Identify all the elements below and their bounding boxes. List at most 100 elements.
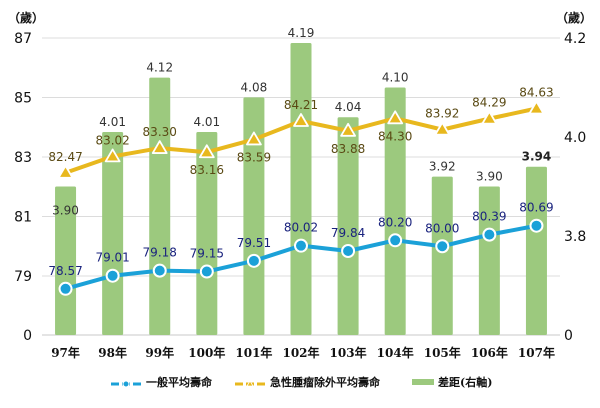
x-tick-label: 103年 xyxy=(330,345,367,360)
left-tick-label: 83 xyxy=(14,150,32,166)
bar-data-label: 3.92 xyxy=(429,160,456,174)
left-tick-label: 81 xyxy=(14,210,32,226)
x-axis: 97年 98年 99年 100年 101年 102年 103年 104年 105年 106年 107… xyxy=(51,345,555,360)
bar-data-label: 4.04 xyxy=(335,100,362,114)
data-label: 83.16 xyxy=(190,163,224,177)
left-tick-label: 87 xyxy=(14,31,32,47)
data-label: 80.39 xyxy=(472,210,506,224)
right-tick-label: 3.8 xyxy=(564,229,586,245)
data-label: 82.47 xyxy=(48,150,82,164)
right-axis-unit: （歲） xyxy=(556,10,592,25)
data-label: 83.02 xyxy=(95,133,129,147)
legend-triangle-marker-icon xyxy=(234,378,266,387)
data-point xyxy=(246,131,262,146)
data-point xyxy=(481,110,498,125)
left-axis: （歲） 0 79 81 83 85 87 xyxy=(8,10,44,344)
data-label: 83.59 xyxy=(237,150,271,164)
bar xyxy=(337,117,359,335)
right-tick-label: 4.0 xyxy=(564,130,586,146)
data-point xyxy=(528,100,545,115)
bar xyxy=(55,186,77,335)
bar xyxy=(196,132,218,335)
data-point xyxy=(58,281,73,296)
bar xyxy=(431,176,453,335)
x-tick-label: 104年 xyxy=(377,345,414,360)
legend-label-cancer-excluded: 急性腫瘤除外平均壽命 xyxy=(270,376,380,389)
x-tick-label: 97年 xyxy=(51,345,80,360)
data-label: 78.57 xyxy=(48,264,82,278)
data-label: 79.15 xyxy=(190,247,224,261)
left-tick-label: 0 xyxy=(23,328,32,344)
bar xyxy=(525,166,547,335)
legend-item-cancer-excluded: 急性腫瘤除外平均壽命 xyxy=(234,374,380,390)
bar xyxy=(149,77,171,335)
data-point xyxy=(434,121,451,136)
x-tick-label: 98年 xyxy=(98,345,127,360)
bar xyxy=(102,132,124,335)
data-point xyxy=(105,268,120,283)
data-label: 84.29 xyxy=(472,96,506,110)
bar-data-label: 4.08 xyxy=(241,80,268,94)
data-label: 80.20 xyxy=(378,215,412,229)
data-point xyxy=(152,263,167,278)
data-point xyxy=(294,238,308,253)
data-label: 83.30 xyxy=(143,125,177,139)
data-label: 80.69 xyxy=(519,201,553,215)
data-point xyxy=(482,227,497,242)
x-tick-label: 100年 xyxy=(188,345,225,360)
data-point xyxy=(198,144,215,159)
line-series-cancer-excluded: 82.47 83.02 83.30 83.16 83.59 84.21 83.88 84.30… xyxy=(48,86,554,179)
data-point xyxy=(340,122,356,137)
bar-data-labels: 3.90 4.01 4.12 4.01 4.08 4.19 4.04 4.10 3.92 3.90… xyxy=(52,26,551,218)
bar-data-label: 4.12 xyxy=(146,61,173,75)
data-point xyxy=(341,244,356,259)
bar xyxy=(290,42,312,335)
data-label: 84.30 xyxy=(378,129,412,143)
data-point xyxy=(529,218,544,233)
legend-line-marker-icon xyxy=(110,378,142,388)
data-label: 83.88 xyxy=(331,142,365,156)
right-tick-label: 0 xyxy=(564,328,573,344)
data-point xyxy=(199,264,214,279)
bar xyxy=(478,186,500,335)
right-tick-label: 4.2 xyxy=(564,31,586,47)
legend-bar-swatch-icon xyxy=(412,379,434,385)
x-tick-label: 105年 xyxy=(424,345,461,360)
left-tick-label: 79 xyxy=(14,269,32,285)
left-tick-label: 85 xyxy=(14,91,32,107)
bar-data-label: 4.01 xyxy=(99,115,126,129)
line-series-general: 78.57 79.01 79.18 79.15 79.51 80.02 79.84 80.20… xyxy=(48,201,554,296)
legend-label-gap: 差距(右軸) xyxy=(438,376,493,389)
bar-data-label: 3.90 xyxy=(476,170,503,184)
bar-series xyxy=(55,42,547,336)
bar xyxy=(384,87,406,335)
x-tick-label: 101年 xyxy=(235,345,272,360)
bar-data-label: 4.10 xyxy=(382,71,409,85)
data-point xyxy=(57,164,74,179)
data-label: 80.02 xyxy=(284,221,318,235)
data-point xyxy=(246,253,261,268)
legend-label-general: 一般平均壽命 xyxy=(146,376,212,389)
legend: 一般平均壽命 急性腫瘤除外平均壽命 差距(右軸) xyxy=(0,374,600,394)
legend-item-gap: 差距(右軸) xyxy=(412,374,492,390)
x-tick-label: 102年 xyxy=(282,345,319,360)
data-label: 80.00 xyxy=(425,221,459,235)
bar-data-label: 3.94 xyxy=(522,150,552,164)
data-point xyxy=(293,113,309,127)
data-label: 84.63 xyxy=(519,86,553,100)
data-label: 79.18 xyxy=(143,246,177,260)
data-point xyxy=(387,110,404,125)
data-label: 79.84 xyxy=(331,226,365,240)
bar-data-label: 4.01 xyxy=(193,115,220,129)
bar xyxy=(243,97,265,336)
data-point xyxy=(435,239,450,254)
left-axis-unit: （歲） xyxy=(8,10,44,25)
data-label: 84.21 xyxy=(284,98,318,112)
data-point xyxy=(388,233,403,248)
bar-data-label: 4.19 xyxy=(288,26,315,40)
bar-data-label: 3.90 xyxy=(52,204,79,218)
x-tick-label: 106年 xyxy=(471,345,508,360)
x-tick-label: 99年 xyxy=(145,345,174,360)
right-axis: （歲） 0 3.8 4.0 4.2 xyxy=(556,10,592,344)
